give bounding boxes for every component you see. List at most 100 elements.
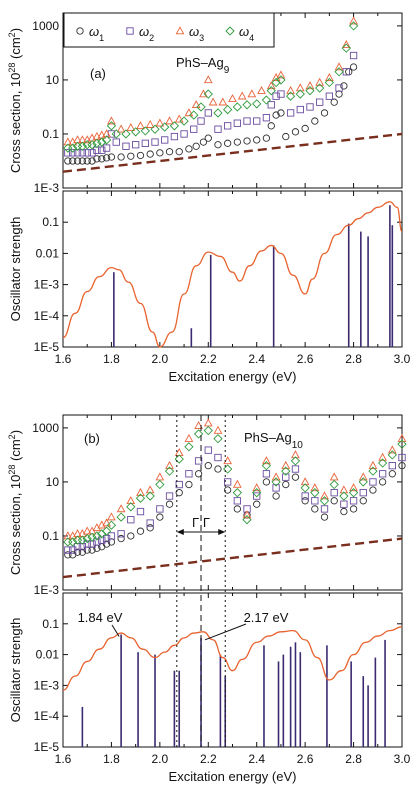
data-point: [310, 488, 320, 498]
legend-symbol: ω: [239, 24, 249, 39]
data-point: [295, 89, 305, 99]
data-point: [156, 149, 164, 157]
x-axis-label: Excitation energy (eV): [169, 369, 297, 384]
data-point: [92, 138, 102, 148]
data-point: [145, 119, 155, 128]
data-point: [179, 116, 189, 126]
data-point: [145, 491, 155, 501]
data-point: [107, 512, 116, 521]
data-point: [88, 157, 96, 165]
data-point: [83, 157, 91, 165]
axis-label-part: 28: [7, 63, 17, 73]
legend-sub: 3: [199, 33, 204, 43]
data-point: [141, 139, 149, 147]
data-point: [267, 101, 275, 109]
data-point: [117, 530, 125, 538]
data-point: [136, 151, 145, 160]
data-point: [106, 520, 117, 530]
axis-label-part: Cross section, 10: [8, 73, 23, 173]
data-point: [324, 77, 334, 88]
data-point: [305, 81, 315, 90]
data-point: [348, 488, 359, 498]
x-tick-label: 2.4: [248, 352, 265, 366]
data-point: [64, 546, 72, 554]
data-point: [276, 70, 286, 79]
data-point: [127, 532, 135, 540]
data-point: [340, 500, 348, 508]
data-point: [69, 157, 77, 165]
data-point: [165, 460, 174, 469]
legend-box: [63, 12, 275, 48]
data-point: [126, 496, 136, 505]
data-point: [87, 532, 97, 542]
data-point: [301, 497, 309, 505]
data-point: [194, 457, 203, 465]
data-point: [223, 464, 233, 474]
data-point: [349, 505, 358, 513]
data-point: [349, 51, 358, 60]
data-point: [340, 82, 348, 90]
data-point: [242, 515, 252, 525]
x-tick-label: 1.8: [103, 352, 120, 366]
y-tick-label: 0.01: [36, 246, 60, 260]
axis-label-part: (cm: [8, 439, 23, 464]
data-point: [262, 456, 271, 465]
data-point: [160, 122, 170, 132]
cross-section-series: [63, 418, 407, 559]
data-point: [83, 149, 91, 157]
data-point: [252, 488, 262, 498]
data-point: [106, 121, 117, 131]
x-tick-label: 2.8: [345, 352, 362, 366]
data-point: [277, 109, 285, 117]
data-point: [161, 136, 169, 144]
legend-label: ω3: [189, 24, 204, 43]
data-point: [156, 513, 164, 521]
y-axis-label: Cross section, 1028 (cm2): [7, 430, 23, 575]
data-point: [155, 118, 165, 127]
data-point: [127, 152, 135, 160]
data-point: [185, 145, 193, 153]
data-point: [77, 141, 88, 151]
x-axis-label: Excitation energy (eV): [169, 769, 297, 784]
data-point: [368, 466, 378, 476]
data-point: [358, 477, 368, 487]
data-point: [282, 480, 290, 489]
data-point: [272, 484, 280, 492]
data-point: [224, 139, 232, 147]
y-tick-label: 1000: [32, 421, 59, 435]
data-point: [155, 472, 165, 481]
data-point: [341, 43, 351, 53]
data-point: [388, 462, 396, 470]
data-point: [136, 527, 145, 535]
y-tick-label: 1E-4: [34, 709, 60, 723]
data-point: [349, 16, 358, 25]
data-point: [78, 548, 87, 556]
data-point: [398, 453, 406, 462]
data-point: [184, 442, 194, 452]
x-tick-label: 2.2: [200, 752, 217, 766]
data-point: [358, 472, 368, 481]
data-point: [73, 548, 82, 556]
data-point: [281, 466, 291, 476]
legend-symbol: ω: [189, 24, 199, 39]
data-point: [233, 119, 241, 127]
x-tick-label: 2.8: [345, 752, 362, 766]
data-point: [98, 536, 106, 544]
data-point: [266, 81, 276, 90]
axis-label-part: 2: [7, 434, 17, 439]
data-point: [102, 144, 111, 152]
axis-label-part: ): [8, 430, 23, 434]
legend-label: ω1: [89, 24, 104, 43]
data-point: [285, 91, 296, 101]
data-point: [339, 485, 349, 494]
data-point: [98, 155, 106, 163]
legend-symbol: ω: [139, 24, 149, 39]
data-point: [117, 153, 125, 161]
data-point: [276, 75, 286, 85]
data-point: [97, 137, 107, 147]
data-point: [145, 485, 155, 494]
data-point: [204, 462, 212, 470]
data-point: [175, 489, 183, 497]
data-point: [272, 111, 280, 119]
data-point: [101, 135, 112, 145]
